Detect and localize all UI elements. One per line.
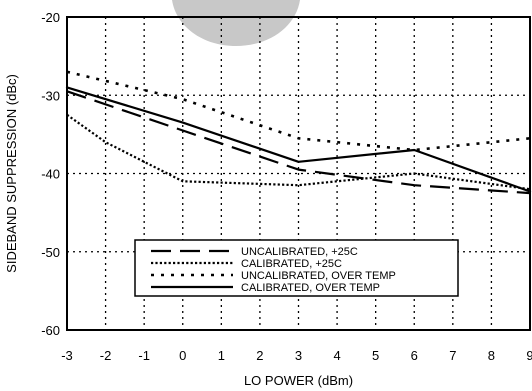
y-axis-title: SIDEBAND SUPPRESSION (dBc) xyxy=(4,74,19,273)
x-tick-label: -3 xyxy=(61,348,73,363)
x-tick-label: 7 xyxy=(449,348,456,363)
x-tick-label: 9 xyxy=(526,348,532,363)
y-tick-label: -40 xyxy=(41,167,60,182)
tick-labels: -3 -2 -1 0 1 2 3 4 5 6 7 8 9 -20 -30 -40 -50 -60 xyxy=(41,10,532,363)
x-axis-title: LO POWER (dBm) xyxy=(244,373,353,388)
x-tick-label: -2 xyxy=(100,348,112,363)
x-tick-label: 0 xyxy=(179,348,186,363)
series-line-3 xyxy=(66,70,531,152)
x-tick-label: 6 xyxy=(411,348,418,363)
x-tick-label: 5 xyxy=(372,348,379,363)
series-line-1 xyxy=(66,90,531,195)
series-lines xyxy=(65,70,532,195)
legend-label-2: CALIBRATED, +25C xyxy=(241,258,342,270)
legend-label-1: UNCALIBRATED, +25C xyxy=(241,246,358,258)
y-tick-label: -30 xyxy=(41,88,60,103)
watermark-shape xyxy=(172,0,300,46)
legend-label-3: UNCALIBRATED, OVER TEMP xyxy=(241,270,396,282)
series-line-4 xyxy=(65,86,532,193)
x-tick-label: 8 xyxy=(488,348,495,363)
x-tick-label: -1 xyxy=(138,348,150,363)
x-tick-label: 2 xyxy=(256,348,263,363)
x-tick-label: 1 xyxy=(218,348,225,363)
y-tick-label: -50 xyxy=(41,245,60,260)
x-tick-label: 4 xyxy=(333,348,340,363)
y-tick-label: -60 xyxy=(41,323,60,338)
x-tick-label: 3 xyxy=(295,348,302,363)
y-tick-label: -20 xyxy=(41,10,60,25)
series-line-2 xyxy=(66,113,531,191)
legend-label-4: CALIBRATED, OVER TEMP xyxy=(241,282,380,294)
